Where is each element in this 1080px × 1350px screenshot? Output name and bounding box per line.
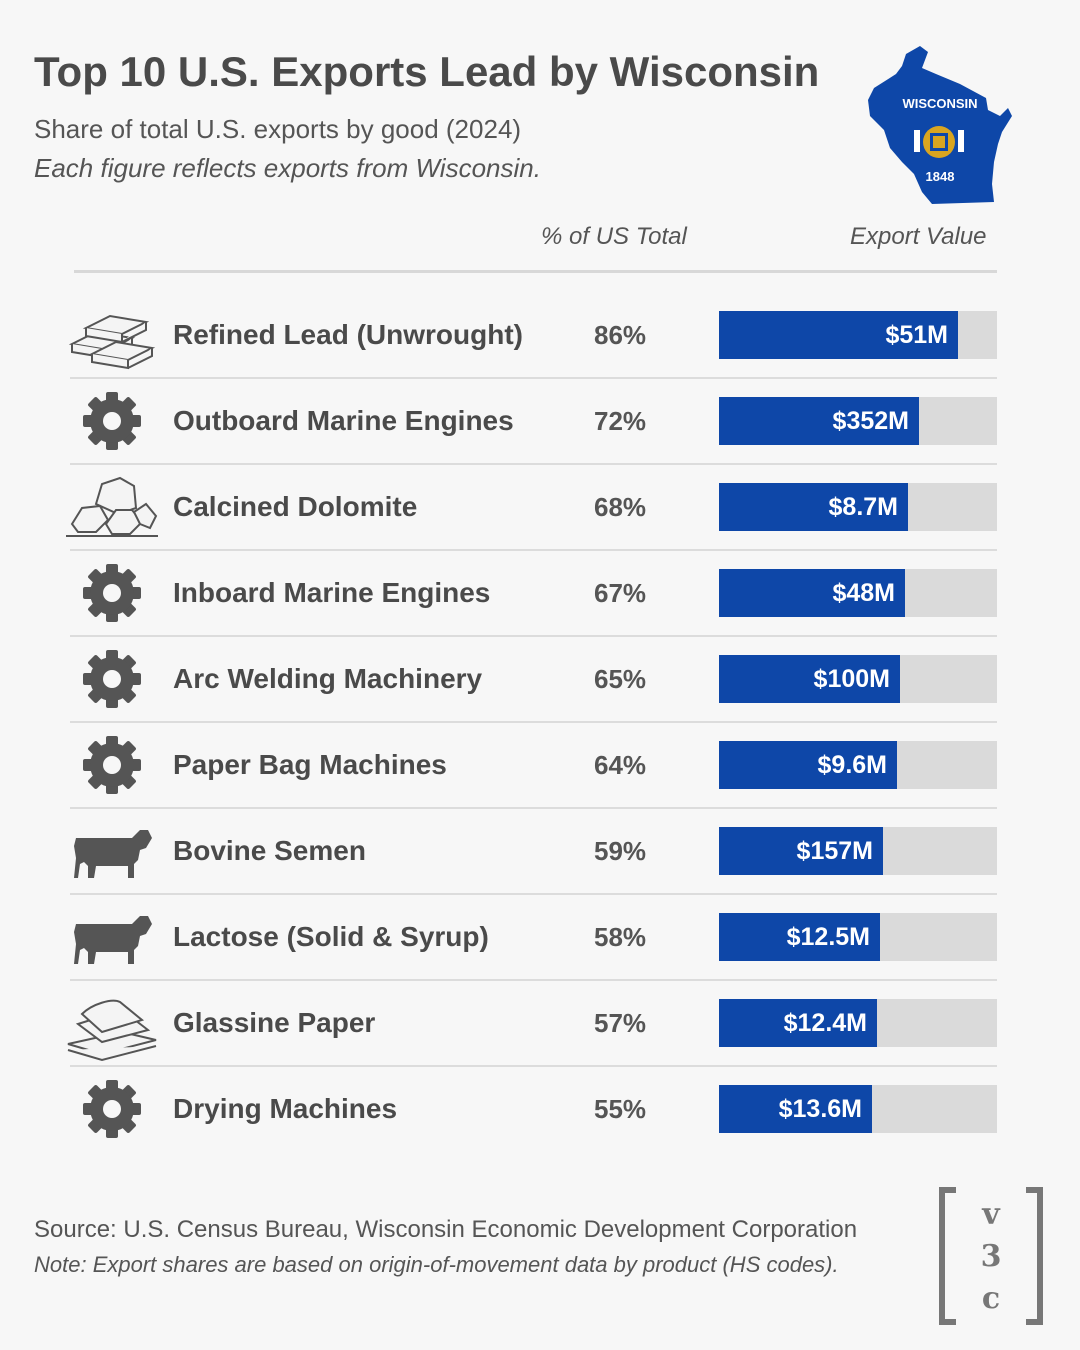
bar-track: $8.7M — [719, 483, 997, 531]
category-label: Lactose (Solid & Syrup) — [173, 921, 489, 952]
table-row: Inboard Marine Engines 67% $48M — [0, 550, 1080, 636]
percent-value: 68% — [594, 492, 647, 522]
subtitle-note: Each figure reflects exports from Wiscon… — [34, 153, 541, 183]
row-divider — [70, 979, 997, 981]
percent-value: 57% — [594, 1008, 647, 1038]
map-state-name: WISCONSIN — [902, 96, 977, 111]
export-value-label: $157M — [796, 837, 873, 865]
percent-value: 65% — [594, 664, 647, 694]
gear-icon — [62, 550, 162, 636]
rocks-icon — [62, 464, 162, 550]
header-divider — [74, 270, 997, 273]
logo-letter-v: v — [981, 1197, 1001, 1232]
bar-track: $100M — [719, 655, 997, 703]
bar-track: $51M — [719, 311, 997, 359]
bar: $100M — [719, 655, 900, 703]
table-row: Calcined Dolomite 68% $8.7M — [0, 464, 1080, 550]
row-divider — [70, 463, 997, 465]
column-header-percent: % of US Total — [541, 223, 687, 250]
bar-track: $13.6M — [719, 1085, 997, 1133]
export-value-label: $12.4M — [783, 1009, 867, 1037]
category-label: Refined Lead (Unwrought) — [173, 319, 523, 350]
table-row: Arc Welding Machinery 65% $100M — [0, 636, 1080, 722]
export-value-label: $48M — [832, 579, 895, 607]
table-row: Bovine Semen 59% $157M — [0, 808, 1080, 894]
bar: $13.6M — [719, 1085, 872, 1133]
export-value-label: $8.7M — [828, 493, 898, 521]
source-text: Source: U.S. Census Bureau, Wisconsin Ec… — [34, 1216, 858, 1243]
bar: $12.5M — [719, 913, 880, 961]
table-row: Paper Bag Machines 64% $9.6M — [0, 722, 1080, 808]
row-divider — [70, 549, 997, 551]
page-title: Top 10 U.S. Exports Lead by Wisconsin — [34, 48, 820, 95]
bar-track: $352M — [719, 397, 997, 445]
export-value-label: $12.5M — [786, 923, 870, 951]
gear-icon — [62, 378, 162, 464]
row-divider — [70, 721, 997, 723]
table-row: Drying Machines 55% $13.6M — [0, 1066, 1080, 1152]
table-row: Refined Lead (Unwrought) 86% $51M — [0, 292, 1080, 378]
category-label: Drying Machines — [173, 1093, 398, 1124]
percent-value: 58% — [594, 922, 647, 952]
percent-value: 59% — [594, 836, 647, 866]
bar: $51M — [719, 311, 958, 359]
bar-track: $48M — [719, 569, 997, 617]
export-value-label: $100M — [813, 665, 890, 693]
bar: $8.7M — [719, 483, 908, 531]
wisconsin-map-icon: WISCONSIN 1848 — [868, 46, 1012, 204]
cow-icon — [62, 808, 162, 894]
bar-track: $9.6M — [719, 741, 997, 789]
map-year: 1848 — [926, 169, 955, 184]
row-divider — [70, 893, 997, 895]
row-divider — [70, 635, 997, 637]
wisconsin-shape — [868, 46, 1012, 204]
bar-track: $157M — [719, 827, 997, 875]
bar: $9.6M — [719, 741, 897, 789]
export-value-label: $51M — [885, 321, 948, 349]
percent-value: 55% — [594, 1094, 647, 1124]
export-value-label: $352M — [832, 407, 909, 435]
bar: $12.4M — [719, 999, 877, 1047]
table-row: Lactose (Solid & Syrup) 58% $12.5M — [0, 894, 1080, 980]
category-label: Glassine Paper — [173, 1007, 376, 1038]
footnote-text: Note: Export shares are based on origin-… — [34, 1252, 839, 1277]
export-rows: Refined Lead (Unwrought) 86% $51M Outboard … — [0, 292, 1080, 1152]
category-label: Arc Welding Machinery — [173, 663, 483, 694]
category-label: Calcined Dolomite — [173, 491, 418, 522]
bar: $48M — [719, 569, 905, 617]
category-label: Bovine Semen — [173, 835, 366, 866]
category-label: Outboard Marine Engines — [173, 405, 514, 436]
percent-value: 72% — [594, 406, 647, 436]
gear-icon — [62, 722, 162, 808]
column-header-export-value: Export Value — [850, 223, 987, 250]
row-divider — [70, 377, 997, 379]
table-row: Glassine Paper 57% $12.4M — [0, 980, 1080, 1066]
export-value-label: $9.6M — [817, 751, 887, 779]
subtitle: Share of total U.S. exports by good (202… — [34, 114, 522, 144]
table-row: Outboard Marine Engines 72% $352M — [0, 378, 1080, 464]
category-label: Paper Bag Machines — [173, 749, 447, 780]
bar-track: $12.4M — [719, 999, 997, 1047]
v3c-logo: v 3 c — [939, 1187, 1043, 1325]
bar: $157M — [719, 827, 883, 875]
category-label: Inboard Marine Engines — [173, 577, 491, 608]
gear-icon — [62, 1066, 162, 1152]
export-value-label: $13.6M — [778, 1095, 862, 1123]
percent-value: 86% — [594, 320, 647, 350]
percent-value: 64% — [594, 750, 647, 780]
cow-icon — [62, 894, 162, 980]
logo-letter-3: 3 — [981, 1239, 1002, 1274]
paper-stack-icon — [62, 980, 162, 1066]
row-divider — [70, 1065, 997, 1067]
gear-icon — [62, 636, 162, 722]
percent-value: 67% — [594, 578, 647, 608]
bar: $352M — [719, 397, 919, 445]
bar-track: $12.5M — [719, 913, 997, 961]
row-divider — [70, 807, 997, 809]
ingots-icon — [62, 292, 162, 378]
logo-letter-c: c — [982, 1281, 1000, 1316]
